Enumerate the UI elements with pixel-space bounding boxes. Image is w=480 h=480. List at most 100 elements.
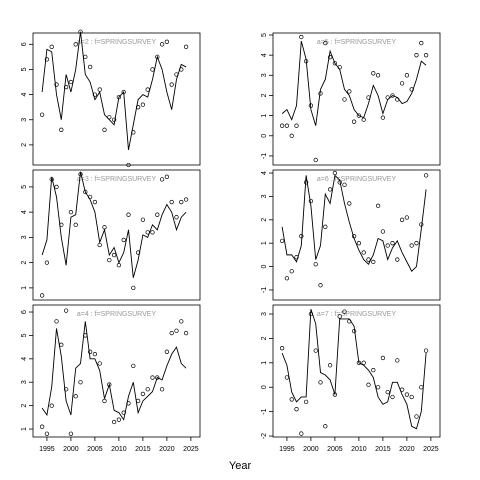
panel-title: a=7 : f=SPRINGSURVEY	[317, 311, 397, 318]
observation-point	[380, 115, 386, 120]
observation-point	[39, 424, 45, 429]
observation-point	[49, 44, 54, 49]
observation-point	[385, 243, 390, 248]
observation-point	[323, 424, 328, 429]
observation-point	[179, 319, 184, 324]
fit-line	[41, 31, 187, 150]
observation-point	[284, 276, 290, 281]
observation-point	[390, 93, 395, 98]
observation-point	[327, 187, 333, 192]
observation-point	[419, 40, 424, 46]
fit-line	[41, 321, 187, 421]
y-tick-label: 4	[261, 53, 268, 57]
observation-point	[63, 387, 69, 392]
observation-point	[366, 382, 371, 387]
observation-point	[395, 358, 400, 363]
observation-point	[380, 229, 386, 234]
observation-point	[395, 257, 400, 262]
x-tick-label: 2000	[303, 446, 319, 453]
observation-point	[404, 73, 410, 78]
observation-point	[294, 123, 299, 128]
observation-point	[299, 431, 304, 436]
observation-point	[87, 349, 93, 354]
observation-point	[87, 64, 93, 70]
panel-title: a=3 : f=SPRINGSURVEY	[77, 176, 157, 183]
observation-point	[102, 398, 107, 404]
observation-point	[299, 234, 304, 239]
observation-point	[404, 215, 410, 220]
panel-frame	[32, 32, 201, 166]
panel-title: a=6 : f=SPRINGSURVEY	[317, 176, 397, 183]
observation-point	[44, 260, 50, 265]
observation-point	[347, 89, 352, 94]
x-tick-label: 2000	[63, 446, 79, 453]
fit-line	[281, 174, 427, 272]
observation-point	[342, 309, 347, 314]
observation-point	[68, 210, 74, 215]
y-tick-label: 6	[21, 310, 28, 314]
observation-point	[63, 308, 69, 313]
observation-point	[97, 361, 102, 366]
y-tick-label: 2	[261, 218, 268, 222]
observation-point	[375, 385, 381, 390]
observation-point	[44, 57, 50, 62]
panel-title: a=2 : f=SPRINGSURVEY	[77, 39, 157, 46]
observation-point	[409, 243, 414, 248]
y-tick-label: 4	[261, 171, 268, 175]
panel-frame	[32, 169, 201, 301]
observation-point	[414, 414, 419, 419]
observation-point	[155, 375, 160, 380]
observation-point	[414, 53, 419, 58]
y-tick-label: 2	[261, 93, 268, 97]
observation-point	[342, 182, 347, 187]
observation-point	[423, 53, 429, 58]
observation-point	[332, 61, 338, 66]
observation-point	[155, 212, 160, 217]
x-tick-label: 2020	[159, 446, 175, 453]
observation-point	[361, 250, 366, 255]
observation-point	[313, 348, 318, 353]
observation-point	[371, 367, 376, 373]
x-tick-label: 1995	[279, 446, 295, 453]
observation-point	[68, 431, 74, 436]
observation-point	[183, 44, 189, 49]
observation-point	[347, 201, 352, 206]
observation-point	[145, 387, 150, 392]
observation-point	[126, 162, 131, 168]
observation-point	[63, 84, 69, 90]
observation-point	[54, 319, 59, 324]
observation-point	[183, 330, 189, 336]
observation-point	[39, 112, 45, 117]
observation-point	[159, 387, 165, 392]
observation-point	[73, 394, 78, 399]
observation-point	[351, 119, 357, 124]
y-tick-label: 2	[261, 336, 268, 340]
observation-point	[327, 55, 333, 60]
observation-point	[371, 71, 376, 76]
y-tick-label: 6	[21, 42, 28, 46]
observation-point	[375, 203, 381, 208]
y-tick-label: 3	[261, 312, 268, 316]
observation-point	[111, 117, 117, 122]
observation-point	[385, 389, 390, 395]
observation-point	[390, 394, 395, 400]
observation-point	[131, 363, 136, 369]
observation-point	[318, 380, 323, 385]
x-tick-label: 2010	[351, 446, 367, 453]
observation-point	[131, 285, 136, 291]
observation-point	[126, 212, 131, 217]
observation-point	[284, 123, 290, 128]
observation-point	[423, 173, 429, 178]
observation-point	[92, 351, 98, 357]
fit-line	[281, 40, 427, 126]
y-tick-label: 5	[21, 185, 28, 189]
y-tick-label: 2	[21, 404, 28, 408]
panel-frame	[272, 304, 441, 438]
observation-point	[342, 97, 347, 102]
y-tick-label: 1	[21, 286, 28, 290]
observation-point	[409, 394, 414, 400]
observation-point	[323, 40, 328, 46]
observation-point	[183, 197, 189, 202]
observation-point	[169, 82, 174, 87]
